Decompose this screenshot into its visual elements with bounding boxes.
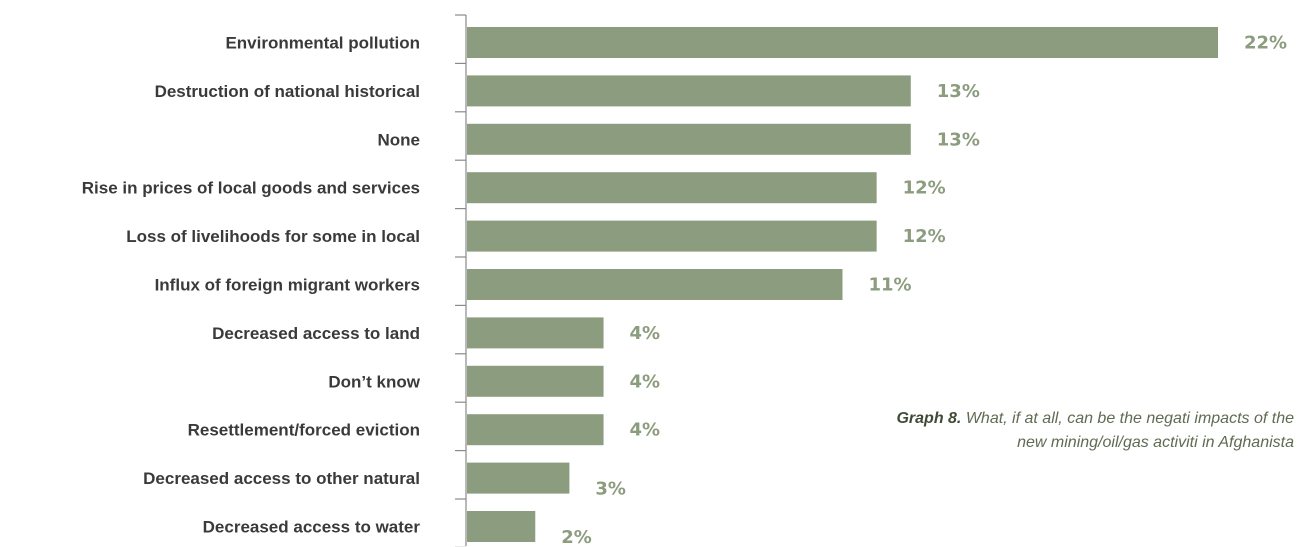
bars [467, 27, 1218, 542]
value-label: 2% [561, 527, 592, 547]
value-label: 22% [1244, 33, 1287, 54]
category-label: Loss of livelihoods for some in local [126, 227, 420, 246]
y-axis [455, 14, 467, 547]
caption-text: What, if at all, can be the negati impac… [961, 410, 1294, 451]
value-label: 13% [937, 81, 980, 102]
bar [467, 220, 877, 252]
category-label: Don’t know [328, 372, 420, 391]
value-label: 4% [630, 323, 661, 344]
category-label: Resettlement/forced eviction [188, 421, 420, 440]
bar [467, 511, 536, 542]
value-label: 11% [869, 275, 912, 296]
category-label: Rise in prices of local goods and servic… [82, 179, 420, 198]
bar [467, 414, 604, 446]
value-label: 12% [903, 226, 946, 247]
bar [467, 27, 1218, 58]
bar [467, 462, 570, 494]
category-label: Destruction of national historical [155, 82, 420, 101]
caption-bold: Graph 8. [896, 410, 962, 427]
bar [467, 75, 911, 107]
value-label: 13% [937, 129, 980, 150]
chart-caption: Graph 8. What, if at all, can be the neg… [874, 407, 1294, 455]
category-label: None [378, 130, 421, 149]
bar [467, 317, 604, 349]
bar [467, 365, 604, 397]
value-label: 12% [903, 178, 946, 199]
value-labels: 22% 13% 13% 12% 12% 11% 4% 4% 4% 3% 2% [561, 33, 1287, 547]
category-label: Decreased access to water [203, 518, 421, 537]
bar [467, 123, 911, 155]
bar [467, 172, 877, 204]
category-label: Decreased access to land [212, 324, 420, 343]
value-label: 4% [630, 420, 661, 441]
value-label: 4% [630, 371, 661, 392]
bar [467, 269, 843, 300]
value-label: 3% [595, 479, 626, 500]
category-labels: Environmental pollution Destruction of na… [82, 34, 421, 537]
category-label: Influx of foreign migrant workers [155, 276, 420, 295]
category-label: Environmental pollution [225, 34, 420, 53]
category-label: Decreased access to other natural [143, 469, 420, 488]
